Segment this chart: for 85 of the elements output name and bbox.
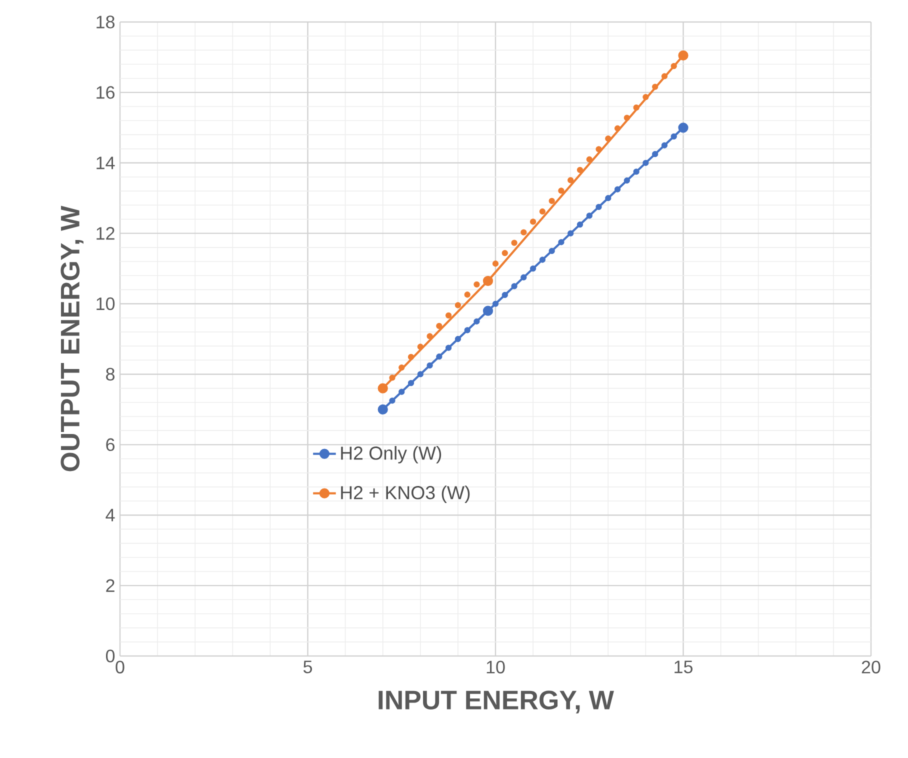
point — [624, 177, 630, 184]
point — [426, 362, 433, 368]
y-tick-label: 6 — [106, 438, 114, 452]
point — [530, 218, 536, 225]
x-tick-label: 10 — [486, 660, 505, 674]
point — [568, 230, 574, 236]
point — [530, 265, 536, 272]
point — [445, 344, 452, 351]
point — [520, 229, 527, 236]
point — [624, 114, 630, 121]
point — [511, 283, 518, 290]
point — [605, 136, 612, 142]
point — [482, 276, 494, 286]
point — [378, 404, 388, 415]
point — [539, 256, 546, 263]
point — [670, 133, 677, 140]
point — [417, 371, 424, 378]
point — [474, 281, 480, 288]
y-tick-label: 16 — [96, 86, 114, 99]
point — [389, 374, 396, 381]
point — [633, 168, 640, 175]
point — [596, 146, 602, 152]
y-tick-label: 14 — [96, 156, 115, 170]
x-tick-label: 20 — [862, 660, 880, 674]
point — [652, 84, 658, 90]
point — [576, 221, 584, 228]
point — [436, 354, 442, 360]
point — [633, 104, 640, 111]
point — [464, 327, 470, 334]
point — [614, 186, 621, 192]
point — [502, 292, 508, 298]
point — [408, 354, 414, 360]
point — [408, 380, 414, 386]
y-tick-label: 8 — [106, 368, 114, 381]
point — [378, 383, 388, 394]
point — [568, 177, 574, 184]
point — [454, 336, 462, 342]
point — [548, 198, 555, 204]
legend-label: H2 + KNO3 (W) — [341, 486, 470, 503]
point — [482, 306, 494, 316]
y-tick-label: 10 — [96, 297, 115, 310]
point — [502, 250, 508, 256]
point — [661, 73, 668, 80]
y-tick-label: 18 — [96, 16, 114, 28]
point — [492, 260, 499, 267]
point — [389, 398, 396, 404]
point — [586, 156, 592, 162]
point — [511, 240, 518, 246]
legend-label: H2 Only (W) — [341, 446, 442, 464]
point — [596, 204, 602, 210]
point — [436, 322, 442, 330]
point — [454, 302, 462, 308]
point — [426, 333, 433, 340]
point — [398, 388, 405, 395]
point — [614, 125, 621, 132]
y-axis-title: OUTPUT ENERGY, W — [60, 206, 84, 472]
point — [642, 94, 649, 100]
y-tick-label: 4 — [106, 508, 115, 522]
point — [652, 151, 658, 158]
point — [661, 142, 668, 148]
point — [539, 208, 546, 215]
point — [605, 195, 612, 202]
point — [558, 188, 564, 194]
x-axis-title: INPUT ENERGY, W — [378, 690, 614, 714]
x-tick-label: 15 — [674, 660, 693, 674]
point — [464, 292, 470, 298]
point — [678, 122, 688, 133]
point — [558, 239, 564, 246]
point — [398, 364, 405, 371]
y-tick-label: 0 — [106, 650, 115, 662]
point — [586, 212, 592, 219]
y-tick-label: 2 — [106, 579, 114, 592]
x-tick-label: 5 — [303, 660, 312, 674]
point — [492, 300, 499, 307]
point — [576, 166, 584, 174]
point — [670, 62, 677, 70]
point — [642, 160, 649, 166]
point — [678, 50, 688, 61]
point — [417, 344, 424, 350]
point — [548, 248, 555, 254]
x-tick-label: 0 — [116, 660, 124, 674]
point — [520, 274, 527, 280]
point — [474, 318, 480, 324]
point — [445, 312, 452, 318]
y-tick-label: 12 — [96, 227, 114, 240]
